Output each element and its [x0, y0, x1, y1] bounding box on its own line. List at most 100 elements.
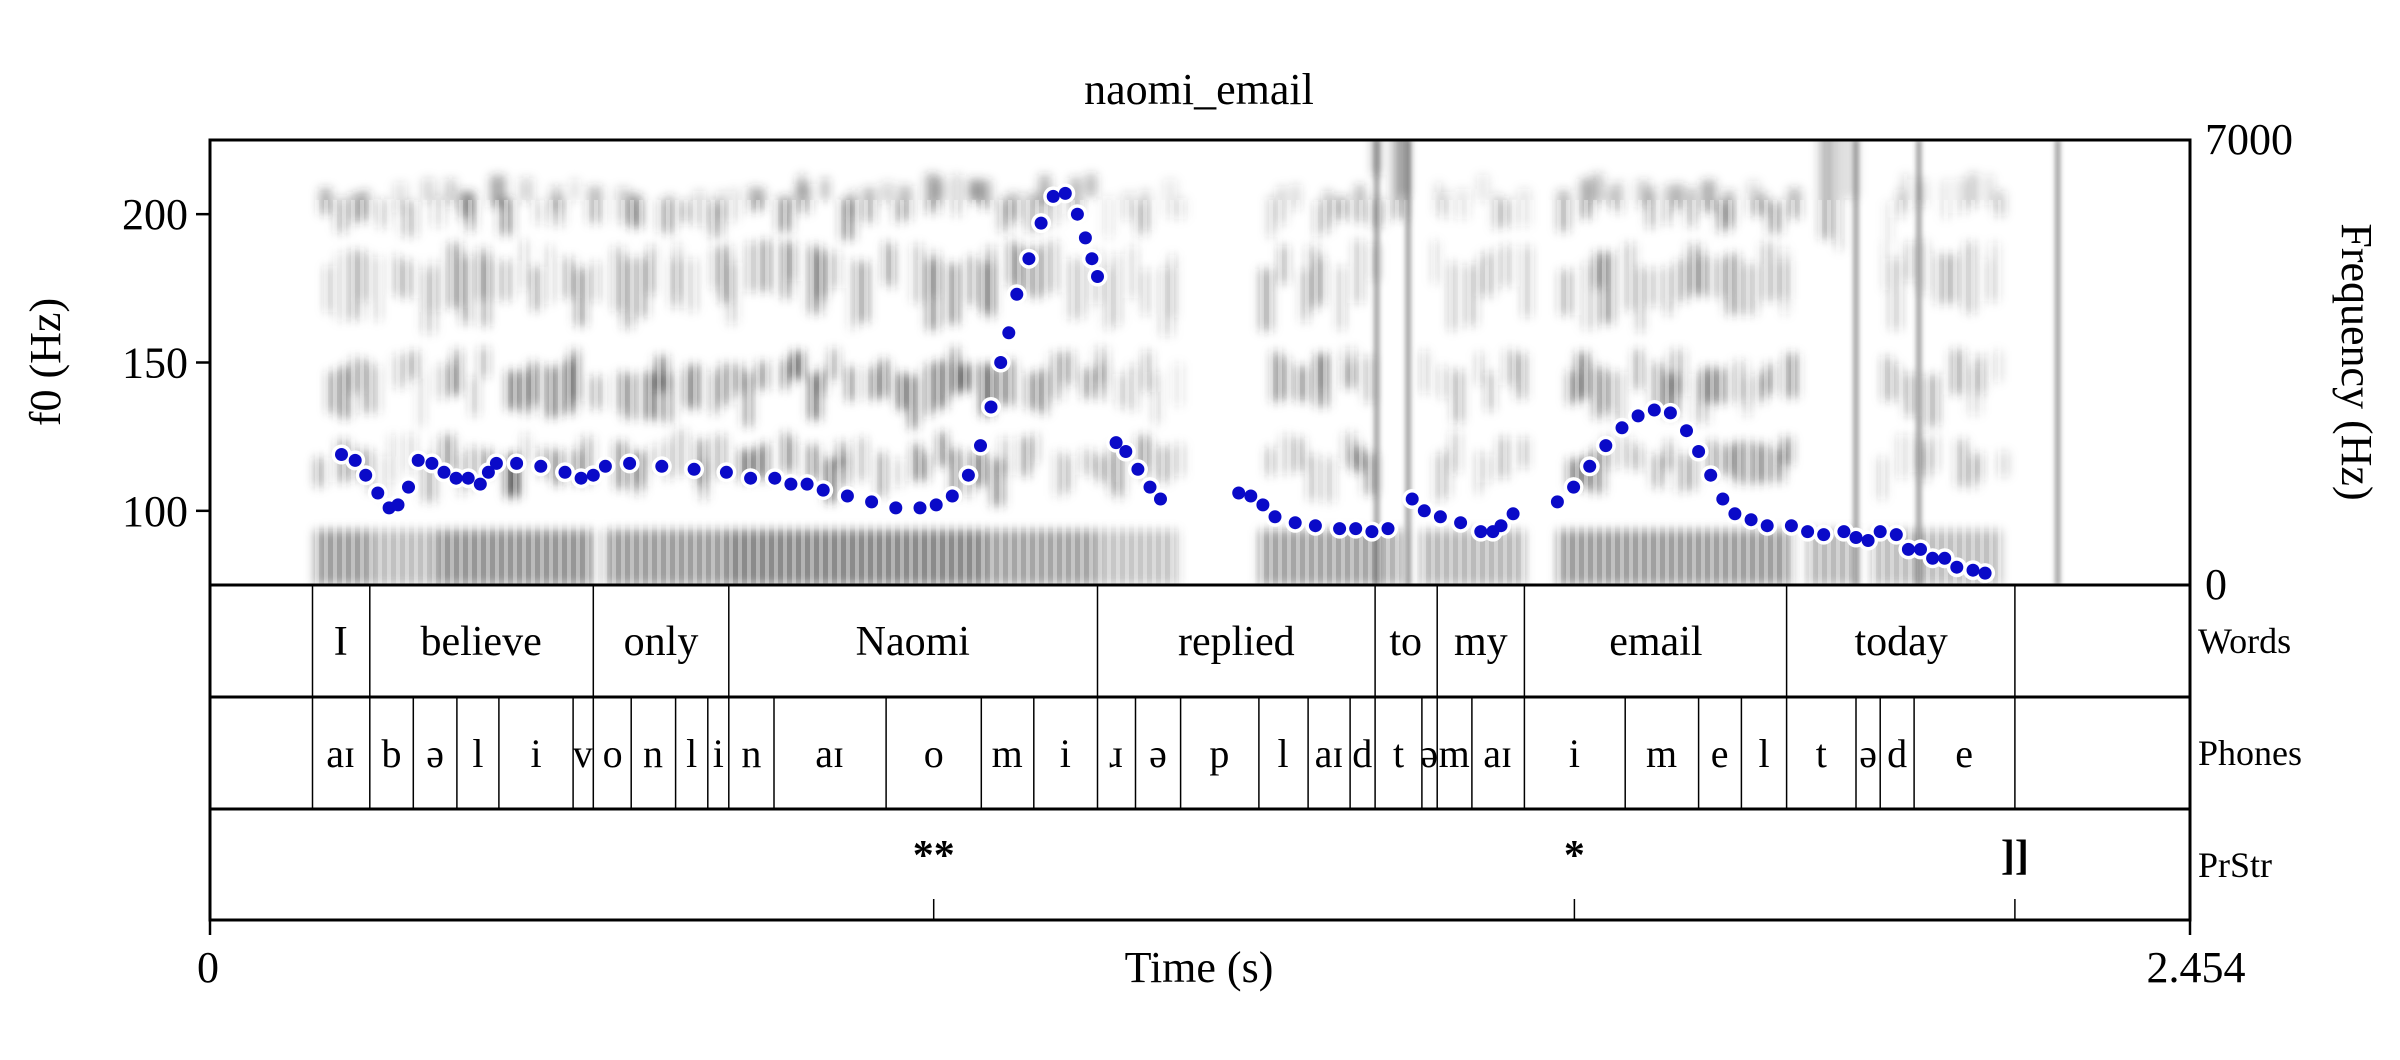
f0-point-6-6: [1978, 566, 1992, 580]
f0-point-4-1: [1567, 480, 1581, 494]
phone-label-24: aɪ: [1483, 731, 1512, 776]
f0-point-0-17: [558, 465, 572, 479]
f0-point-2-9: [1381, 522, 1395, 536]
tier-name-words: Words: [2198, 621, 2291, 661]
f0-point-0-42: [1022, 252, 1036, 266]
f0-point-0-47: [1078, 231, 1092, 245]
f0-point-2-3: [1268, 510, 1282, 524]
phone-label-19: aɪ: [1315, 731, 1344, 776]
word-label-0: I: [334, 619, 348, 665]
f0-point-4-12: [1728, 507, 1742, 521]
f0-point-3-4: [1474, 525, 1488, 539]
phone-label-16: ə: [1149, 731, 1167, 776]
f0-point-0-5: [391, 498, 405, 512]
phone-label-17: p: [1209, 731, 1229, 776]
f0-point-0-49: [1091, 270, 1104, 283]
phone-label-2: ə: [426, 731, 444, 776]
f0-point-0-27: [784, 477, 798, 491]
phone-label-29: t: [1816, 731, 1827, 776]
f0-point-4-13: [1744, 513, 1758, 527]
phone-label-1: b: [382, 731, 402, 776]
f0-point-0-45: [1058, 186, 1072, 200]
f0-point-4-11: [1716, 492, 1730, 506]
phone-label-7: n: [643, 731, 663, 776]
phone-label-23: m: [1439, 731, 1470, 776]
f0-point-4-14: [1760, 519, 1774, 533]
f0-point-5-1: [1849, 531, 1863, 544]
f0-point-2-8: [1365, 525, 1379, 539]
f0-point-6-5: [1966, 563, 1980, 577]
f0-tick-0: 100: [122, 487, 188, 536]
word-label-5: to: [1389, 619, 1422, 665]
f0-contour: [331, 183, 1996, 584]
tier-name-phones: Phones: [2198, 733, 2302, 773]
f0-point-0-44: [1046, 189, 1060, 203]
phone-label-30: ə: [1859, 731, 1877, 776]
phone-label-4: i: [530, 731, 541, 776]
prstr-label-1: *: [1564, 833, 1585, 879]
f0-point-0-18: [574, 471, 588, 485]
f0-point-4-8: [1680, 424, 1693, 438]
f0-point-0-31: [865, 495, 879, 509]
f0-point-6-2: [1926, 551, 1940, 565]
f0-point-2-1: [1244, 489, 1258, 503]
f0-point-3-7: [1506, 507, 1520, 521]
freq-tick-top: 7000: [2205, 115, 2293, 164]
f0-point-0-20: [598, 459, 612, 473]
f0-point-0-6: [402, 480, 415, 494]
freq-tick-bottom: 0: [2205, 560, 2227, 609]
phone-label-11: aɪ: [815, 731, 844, 776]
f0-point-1-2: [1131, 462, 1145, 476]
phone-label-26: m: [1646, 731, 1677, 776]
phone-label-28: l: [1758, 731, 1769, 776]
f0-point-0-16: [534, 459, 548, 473]
x-axis-label: Time (s): [1125, 943, 1274, 992]
prstr-label-2: ]]: [2001, 833, 2029, 879]
word-label-7: email: [1609, 619, 1702, 665]
f0-point-4-15: [1784, 519, 1798, 533]
f0-point-0-30: [840, 489, 854, 503]
f0-point-0-43: [1034, 216, 1048, 230]
f0-point-4-17: [1817, 528, 1831, 542]
phone-label-13: m: [992, 731, 1023, 776]
phone-label-32: e: [1955, 731, 1973, 776]
f0-point-2-6: [1333, 522, 1347, 536]
phone-label-21: t: [1393, 731, 1404, 776]
word-label-8: today: [1854, 619, 1947, 665]
tier-frame: [208, 583, 2192, 922]
f0-point-0-46: [1070, 207, 1084, 221]
chart-title: naomi_email: [1084, 65, 1314, 114]
f0-point-0-38: [984, 400, 998, 414]
f0-point-1-1: [1119, 445, 1133, 458]
f0-point-6-1: [1914, 542, 1927, 556]
f0-point-0-32: [889, 501, 903, 515]
f0-point-0-21: [623, 456, 637, 470]
f0-point-0-7: [411, 453, 425, 467]
f0-point-0-10: [449, 471, 463, 485]
phone-label-10: n: [741, 731, 761, 776]
f0-point-0-22: [655, 459, 669, 473]
f0-tick-1: 150: [122, 339, 188, 388]
f0-point-4-4: [1615, 421, 1629, 435]
f0-point-0-13: [481, 465, 495, 479]
prstr-label-0: **: [913, 833, 955, 879]
f0-point-4-2: [1583, 459, 1597, 473]
f0-point-0-26: [768, 471, 782, 485]
f0-point-0-41: [1010, 287, 1024, 301]
f0-point-1-0: [1109, 436, 1123, 450]
f0-point-3-0: [1405, 492, 1419, 506]
phone-label-22: ə: [1420, 731, 1438, 776]
f0-point-6-0: [1901, 542, 1915, 556]
phone-label-8: l: [686, 731, 697, 776]
phone-label-9: i: [713, 731, 724, 776]
phone-label-15: ɹ: [1109, 731, 1122, 776]
f0-point-2-2: [1256, 498, 1270, 512]
f0-point-4-10: [1704, 468, 1718, 482]
f0-point-2-4: [1288, 516, 1302, 530]
f0-point-4-0: [1550, 495, 1564, 509]
f0-point-0-34: [929, 498, 943, 512]
f0-point-5-3: [1873, 525, 1887, 539]
f0-point-0-28: [800, 477, 814, 491]
x-tick-end: 2.454: [2147, 943, 2246, 992]
word-label-3: Naomi: [856, 619, 970, 665]
